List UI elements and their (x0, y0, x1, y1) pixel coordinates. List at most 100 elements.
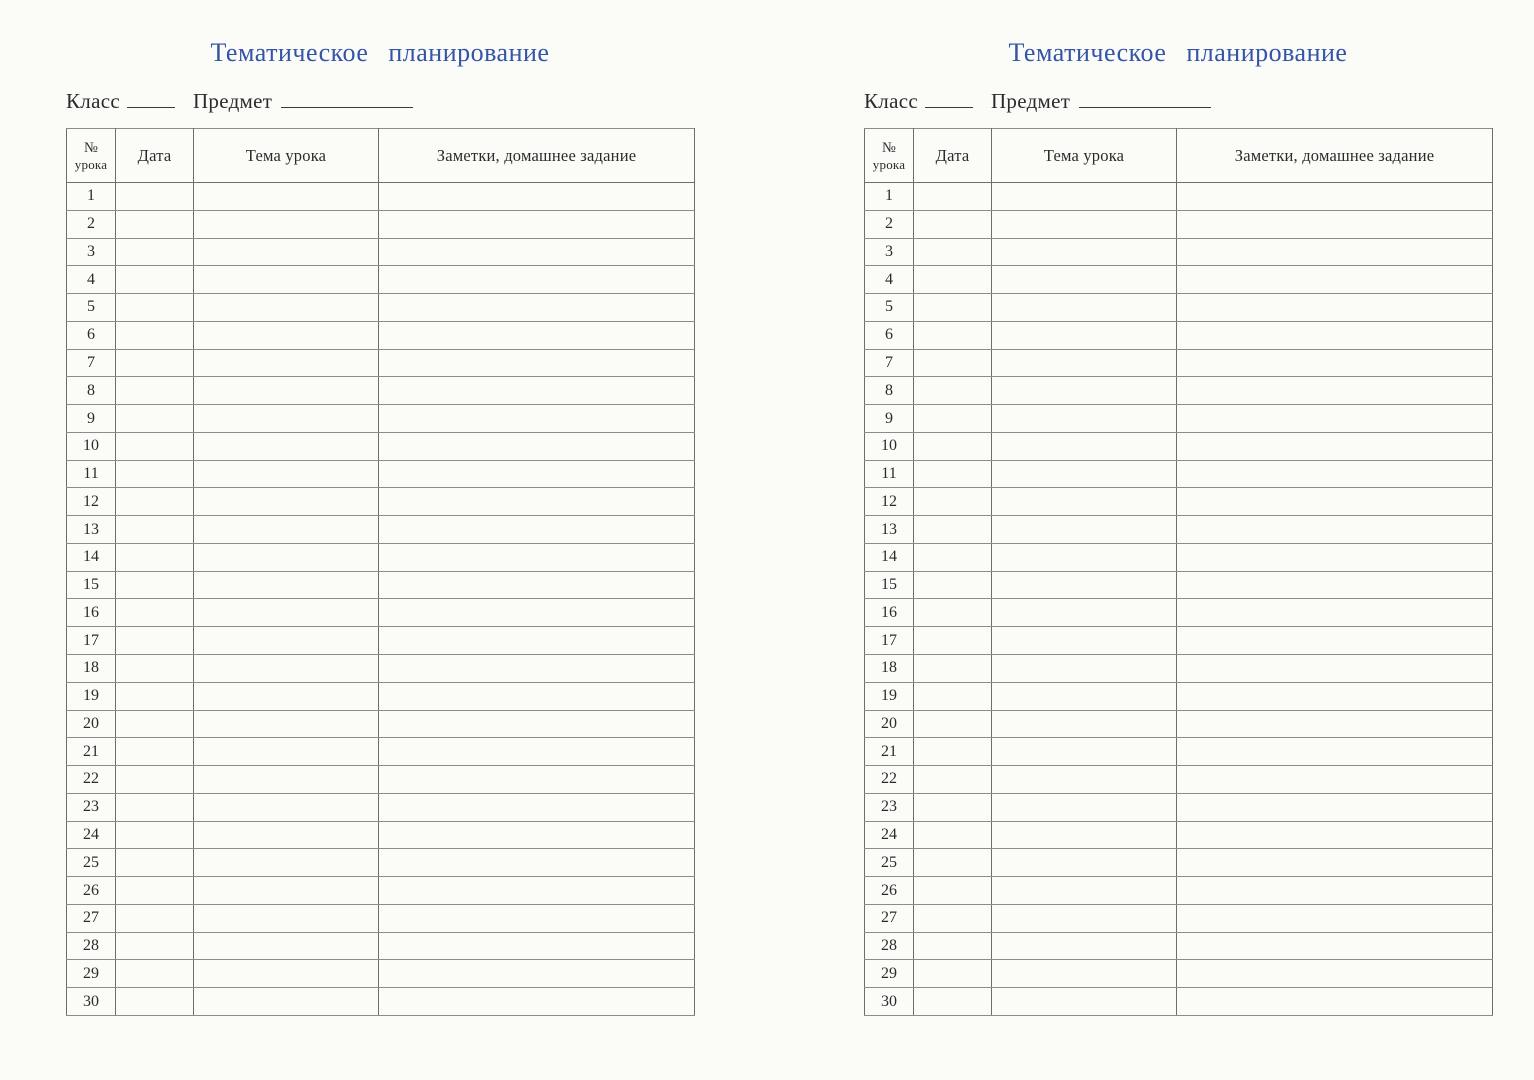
topic-cell (193, 765, 379, 794)
lesson-number-cell: 3 (66, 237, 116, 267)
table-row: 3 (864, 237, 1493, 267)
lesson-number-cell: 3 (864, 237, 914, 267)
date-cell (913, 487, 992, 517)
date-cell (115, 209, 194, 239)
topic-cell (193, 431, 379, 461)
table-row: 28 (864, 931, 1493, 961)
subject-blank-line (281, 89, 414, 108)
date-cell (115, 348, 194, 378)
class-blank-line (924, 89, 973, 108)
notes-cell (1176, 293, 1493, 322)
subject-label: Предмет (990, 89, 1071, 113)
notes-cell (1176, 376, 1493, 406)
notes-cell (378, 737, 695, 767)
lesson-number-cell: 18 (66, 654, 116, 683)
date-cell (913, 765, 992, 794)
date-cell (115, 765, 194, 794)
date-cell (115, 265, 194, 295)
table-row: 24 (66, 820, 695, 850)
table-row: 29 (66, 959, 695, 989)
table-header-row: № урока Дата Тема урока Заметки, домашне… (864, 128, 1493, 183)
topic-cell (991, 626, 1177, 656)
date-cell (913, 320, 992, 350)
date-cell (115, 570, 194, 600)
lesson-number-cell: 24 (864, 820, 914, 850)
date-cell (913, 598, 992, 628)
notes-cell (1176, 431, 1493, 461)
lesson-number-cell: 14 (66, 542, 116, 572)
lesson-number-cell: 10 (66, 431, 116, 461)
table-row: 26 (864, 876, 1493, 905)
date-cell (115, 487, 194, 517)
topic-cell (991, 431, 1177, 461)
notes-cell (378, 598, 695, 628)
topic-cell (991, 265, 1177, 295)
table-row: 30 (66, 987, 695, 1016)
date-cell (115, 515, 194, 544)
topic-cell (991, 376, 1177, 406)
notes-cell (1176, 320, 1493, 350)
notes-cell (378, 903, 695, 933)
table-row: 1 (864, 182, 1493, 211)
table-row: 11 (66, 459, 695, 489)
date-cell (115, 404, 194, 433)
notes-cell (378, 626, 695, 656)
topic-cell (193, 265, 379, 295)
table-row: 8 (66, 376, 695, 406)
date-cell (913, 959, 992, 989)
topic-cell (991, 681, 1177, 711)
planner-page-right: Тематическое планирование Класс Предмет №… (864, 0, 1493, 1016)
date-cell (115, 542, 194, 572)
table-row: 18 (864, 654, 1493, 683)
lesson-number-cell: 18 (864, 654, 914, 683)
notes-cell (1176, 459, 1493, 489)
table-row: 2 (66, 209, 695, 239)
lesson-number-cell: 27 (864, 903, 914, 933)
notes-cell (1176, 348, 1493, 378)
date-cell (115, 931, 194, 961)
table-row: 27 (864, 903, 1493, 933)
lesson-number-cell: 14 (864, 542, 914, 572)
topic-cell (991, 876, 1177, 905)
notes-cell (378, 820, 695, 850)
table-row: 5 (66, 293, 695, 322)
table-header: № урока Дата Тема урока Заметки, домашне… (864, 128, 1493, 183)
notes-cell (1176, 931, 1493, 961)
notes-cell (378, 265, 695, 295)
notes-cell (378, 876, 695, 905)
notes-header: Заметки, домашнее задание (1176, 128, 1493, 183)
date-cell (115, 182, 194, 211)
class-label: Класс (66, 89, 120, 113)
date-cell (115, 709, 194, 739)
date-cell (115, 626, 194, 656)
table-row: 28 (66, 931, 695, 961)
table-row: 4 (864, 265, 1493, 295)
lesson-number-cell: 20 (864, 709, 914, 739)
lesson-number-cell: 16 (864, 598, 914, 628)
topic-cell (193, 848, 379, 878)
notes-cell (378, 487, 695, 517)
notes-cell (378, 959, 695, 989)
date-cell (115, 820, 194, 850)
lesson-number-cell: 11 (66, 459, 116, 489)
date-cell (913, 681, 992, 711)
lesson-number-cell: 17 (864, 626, 914, 656)
table-row: 16 (864, 598, 1493, 628)
topic-cell (991, 820, 1177, 850)
date-cell (115, 959, 194, 989)
table-row: 15 (864, 570, 1493, 600)
topic-cell (991, 709, 1177, 739)
lesson-number-cell: 9 (864, 404, 914, 433)
notes-cell (378, 681, 695, 711)
date-header: Дата (115, 128, 194, 183)
table-body: 1 2 3 4 5 6 7 8 9 10 11 12 13 14 15 16 17 18 19 20 21 22 23 24 2… (66, 182, 695, 1016)
date-cell (913, 348, 992, 378)
notes-cell (378, 765, 695, 794)
notes-cell (1176, 820, 1493, 850)
lesson-number-cell: 17 (66, 626, 116, 656)
lesson-number-cell: 1 (864, 182, 914, 211)
topic-cell (991, 903, 1177, 933)
topic-cell (193, 931, 379, 961)
topic-cell (991, 931, 1177, 961)
table-row: 20 (864, 709, 1493, 739)
